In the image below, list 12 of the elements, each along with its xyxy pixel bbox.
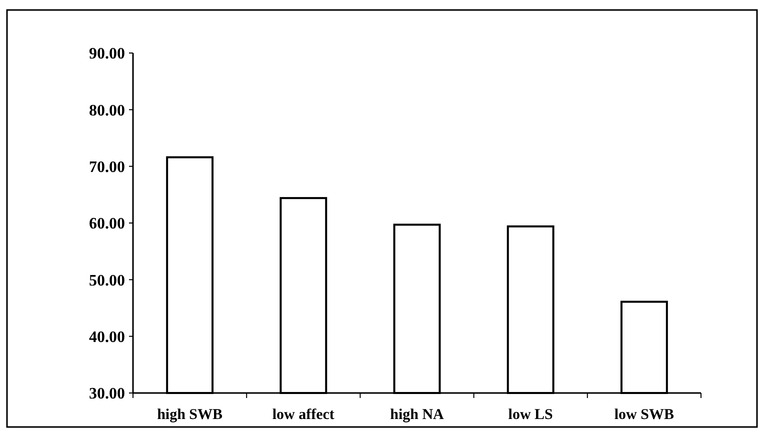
y-tick-label: 40.00	[89, 328, 125, 346]
x-tick-label: high NA	[390, 407, 444, 423]
x-tick-label: high SWB	[157, 407, 223, 423]
y-tick-label: 70.00	[89, 158, 125, 176]
x-tick-label: low SWB	[614, 407, 674, 423]
y-tick-label: 60.00	[89, 216, 125, 233]
x-tick-label: low LS	[508, 407, 553, 423]
y-tick-label: 50.00	[89, 272, 125, 290]
x-tick-label: low affect	[272, 407, 334, 423]
y-tick-label: 90.00	[89, 46, 125, 63]
y-tick-label: 30.00	[89, 386, 125, 403]
y-tick-label: 80.00	[89, 102, 125, 120]
